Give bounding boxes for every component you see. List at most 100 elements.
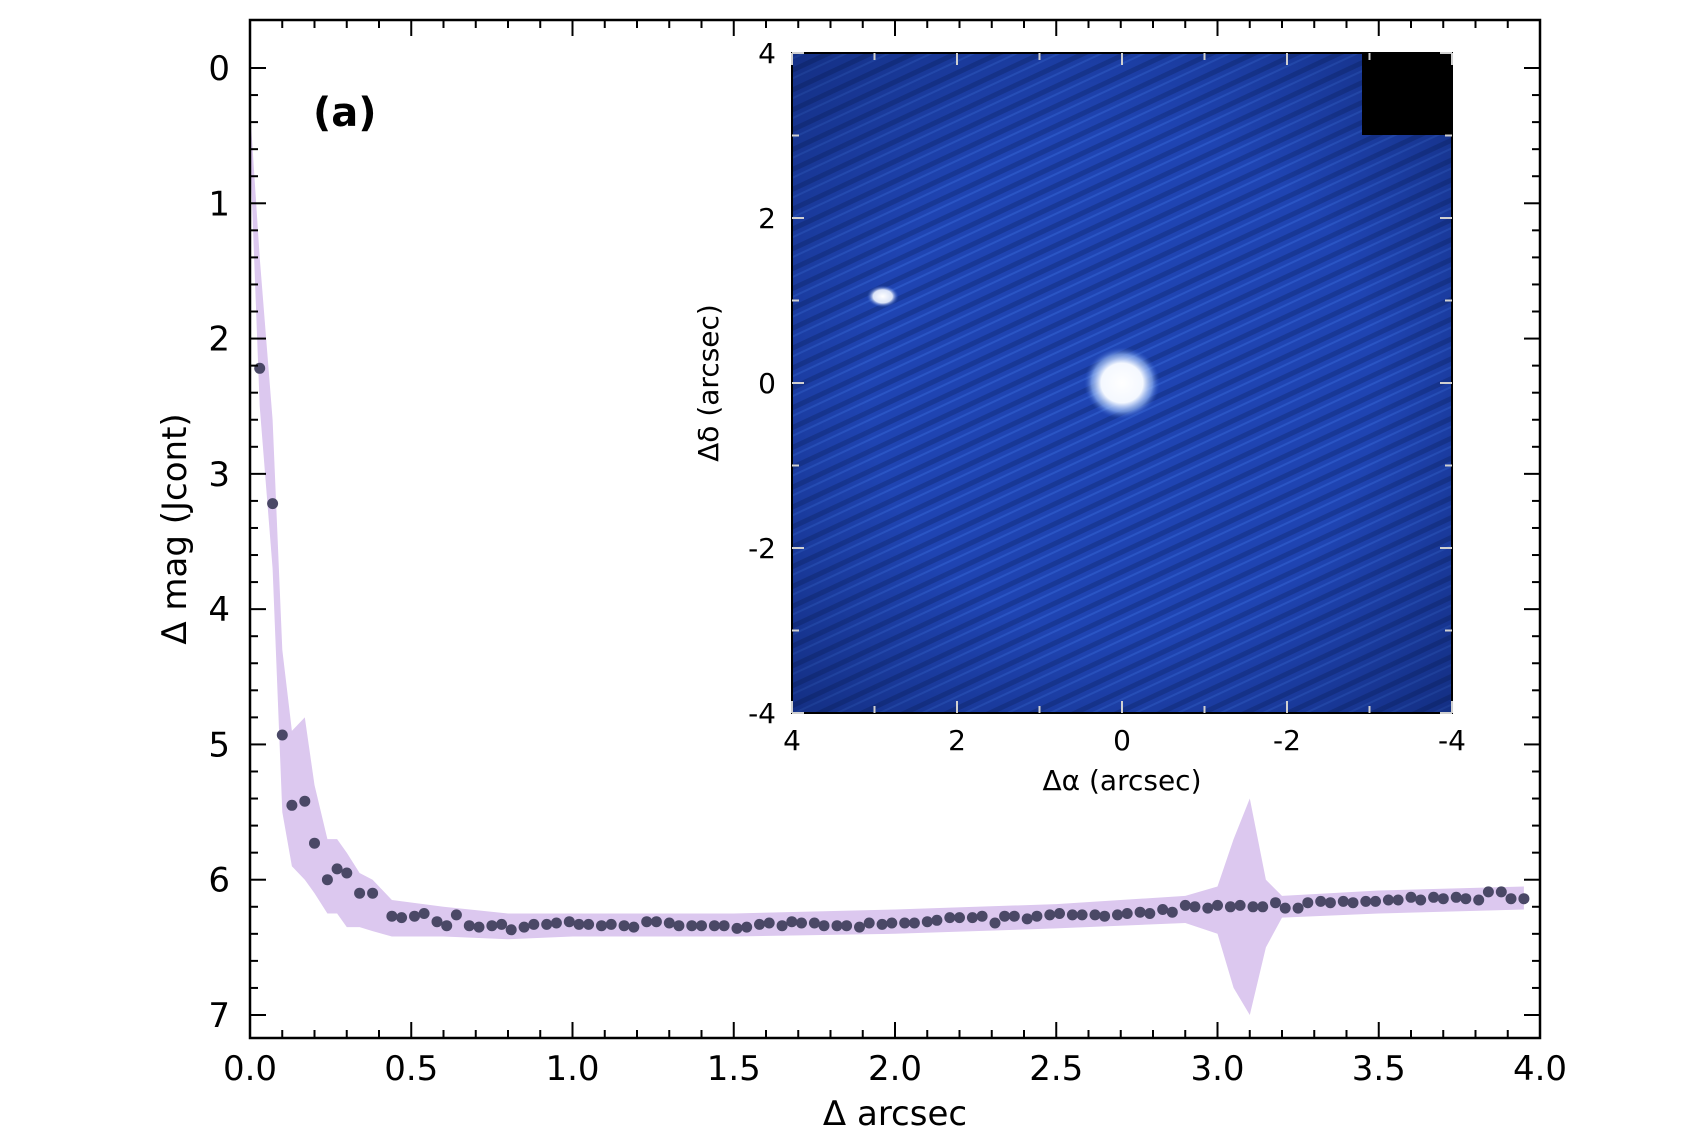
data-point [1460,893,1472,905]
data-point [367,887,379,899]
panel-label: (a) [313,90,377,136]
data-point [1044,909,1056,921]
data-point [1405,891,1417,903]
inset-y-axis-title: Δδ (arcsec) [692,304,725,462]
data-point [431,916,443,928]
data-point [573,918,585,930]
data-point [708,920,720,932]
data-point [331,863,343,875]
data-point [1518,893,1530,905]
data-point [1234,899,1246,911]
data-point [321,874,333,886]
x-axis-title: Δ arcsec [823,1094,967,1134]
data-point [1121,908,1133,919]
data-point [473,921,485,933]
y-tick-label: 1 [208,184,230,224]
data-point [863,917,875,929]
data-point [486,920,498,932]
data-point [1076,909,1088,921]
data-point [641,916,653,928]
inset-axis-ticks [791,52,1453,714]
inset-x-tick-label: 2 [948,724,966,757]
x-tick-label: 0.0 [223,1049,277,1089]
inset-x-tick-label: -2 [1273,724,1301,757]
data-point [944,912,956,924]
data-point [1428,891,1440,903]
data-point [276,729,288,741]
uncertainty-band [250,108,1524,1016]
y-tick-label: 0 [208,49,230,89]
data-point [1315,895,1327,907]
main-axis-ticks [249,20,1541,1038]
inset-y-tick-label: -2 [748,532,776,565]
data-point [1495,886,1507,898]
data-point [1099,910,1111,922]
data-point [409,910,420,922]
data-point [396,912,408,924]
x-tick-label: 2.0 [868,1049,922,1089]
data-point [718,920,730,932]
data-point [731,922,743,934]
data-point [618,920,630,932]
data-point [786,916,798,928]
data-point [1166,906,1178,918]
data-point [650,916,662,928]
inset-y-tick-label: 4 [758,37,776,70]
data-point [1337,895,1349,907]
data-point [1360,895,1372,907]
x-tick-label: 1.5 [707,1049,761,1089]
uncertainty-band-layer [250,108,1524,1016]
x-tick-label: 1.0 [545,1049,599,1089]
inset-y-tick-label: -4 [748,697,776,730]
data-point [1134,906,1146,918]
inset-sources-layer [866,285,1160,419]
data-point [496,918,508,930]
y-tick-label: 4 [208,590,230,630]
data-points-layer [254,362,1530,936]
y-tick-label: 5 [208,725,230,765]
data-point [299,795,311,807]
data-point [1189,901,1201,913]
data-point [1031,910,1043,922]
data-point [1270,897,1281,909]
data-point [1112,909,1123,921]
y-tick-label: 3 [208,455,230,495]
data-point [518,921,530,933]
data-point [267,498,279,510]
inset-x-axis-title: Δα (arcsec) [1042,764,1201,797]
data-point [418,908,430,919]
inset-x-tick-labels: 4 2 0 -2 -4 [783,724,1466,757]
data-point [1450,891,1462,903]
data-point [1212,899,1223,911]
primary-star [1084,347,1160,419]
data-point [921,916,933,928]
y-axis-title: Δ mag (Jcont) [155,413,195,644]
data-point [605,918,617,930]
data-point [1257,901,1269,913]
data-point [1247,901,1259,913]
data-point [628,921,640,933]
data-point [999,910,1011,922]
data-point [966,912,978,924]
data-point [976,910,988,922]
data-point [309,837,320,849]
data-point [841,920,853,932]
data-point [583,918,595,930]
data-point [831,920,843,932]
data-point [931,914,943,926]
data-point [1157,904,1169,915]
inset-image: 4 2 0 -2 -4 4 2 0 -2 -4 Δα (arcsec) Δδ (arcsec) [692,37,1466,797]
data-point [854,921,865,933]
data-point [1347,897,1359,909]
data-point [741,921,753,933]
data-point [1302,897,1314,909]
data-point [1482,886,1494,898]
data-point [754,918,765,930]
data-point [818,920,830,932]
data-point [686,920,698,932]
data-point [1324,897,1336,909]
inset-y-tick-label: 2 [758,202,776,235]
data-point [1292,902,1304,914]
data-point [541,918,553,930]
